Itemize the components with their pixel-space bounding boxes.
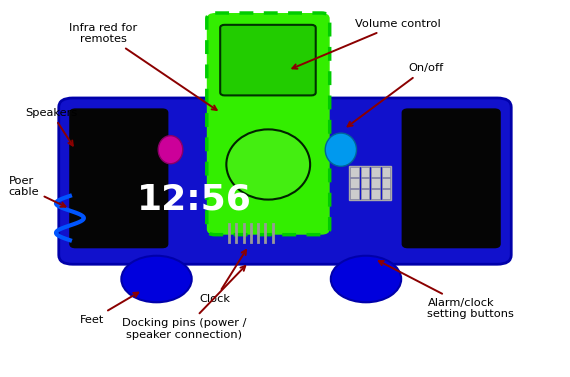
- Bar: [382, 178, 390, 188]
- Text: Clock: Clock: [200, 250, 246, 304]
- Bar: [371, 189, 380, 199]
- Bar: [382, 167, 390, 177]
- Bar: [361, 189, 369, 199]
- Text: Volume control: Volume control: [292, 19, 441, 69]
- Ellipse shape: [226, 129, 310, 199]
- Text: Docking pins (power /
speaker connection): Docking pins (power / speaker connection…: [122, 266, 247, 340]
- Circle shape: [121, 256, 192, 302]
- Text: Feet: Feet: [80, 293, 139, 325]
- Bar: [361, 167, 369, 177]
- Text: Alarm/clock
setting buttons: Alarm/clock setting buttons: [379, 261, 514, 319]
- Bar: [382, 189, 390, 199]
- Ellipse shape: [325, 133, 356, 166]
- Bar: [351, 167, 359, 177]
- Bar: [361, 178, 369, 188]
- FancyBboxPatch shape: [70, 109, 168, 248]
- FancyBboxPatch shape: [220, 25, 316, 95]
- Ellipse shape: [158, 136, 183, 164]
- Text: Poer
cable: Poer cable: [9, 176, 66, 207]
- Text: Infra red for
remotes: Infra red for remotes: [70, 23, 217, 110]
- Bar: [371, 167, 380, 177]
- Bar: [351, 178, 359, 188]
- Text: 12:56: 12:56: [137, 182, 252, 216]
- FancyBboxPatch shape: [402, 109, 500, 248]
- Bar: [349, 166, 391, 199]
- Circle shape: [331, 256, 401, 302]
- Bar: [351, 189, 359, 199]
- Text: On/off: On/off: [348, 63, 443, 126]
- FancyBboxPatch shape: [59, 98, 511, 264]
- Text: Speakers: Speakers: [25, 108, 78, 146]
- FancyBboxPatch shape: [207, 13, 329, 234]
- Bar: [371, 178, 380, 188]
